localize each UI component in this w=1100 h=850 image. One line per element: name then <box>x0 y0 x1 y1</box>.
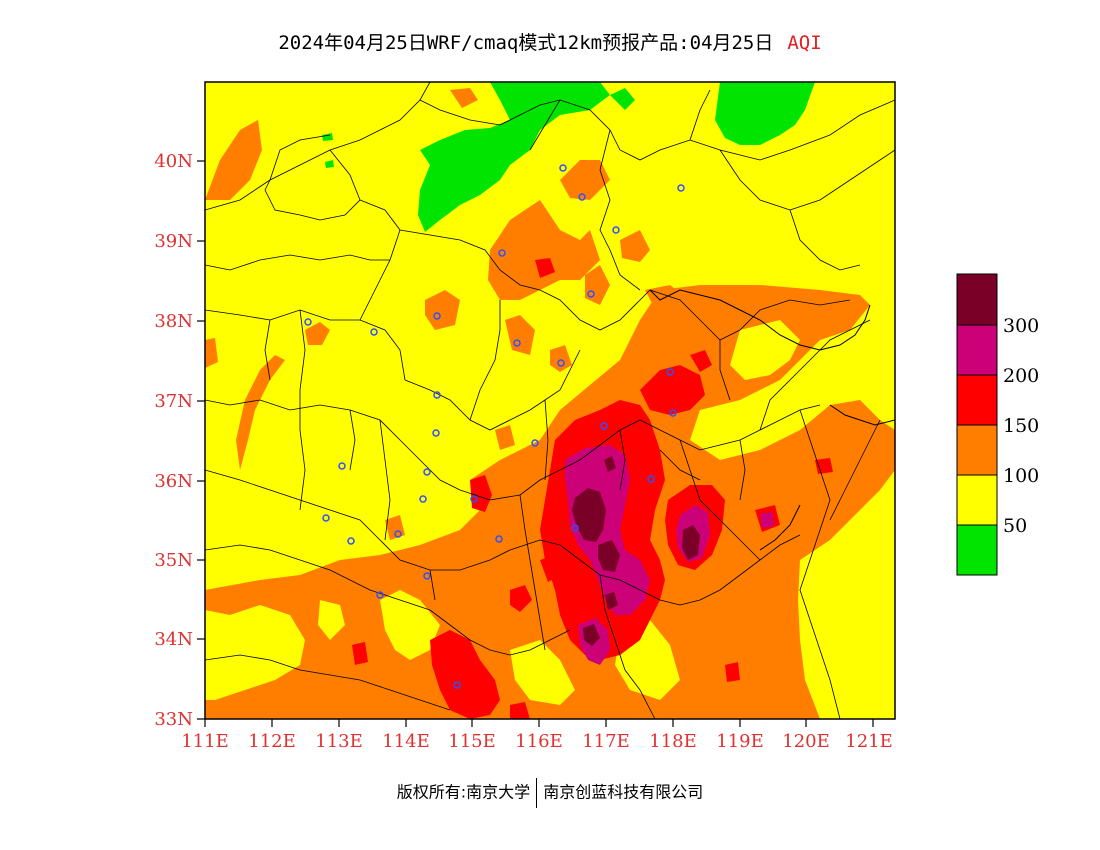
city-marker <box>423 572 431 580</box>
city-marker <box>571 524 579 532</box>
lat-label: 37N <box>154 391 193 412</box>
lon-label: 112E <box>248 731 296 752</box>
latitude-axis: 33N 34N 35N 36N 37N 38N 39N 40N <box>154 151 205 730</box>
city-marker <box>433 391 441 399</box>
legend-label: 200 <box>1003 365 1039 387</box>
city-marker <box>432 429 440 437</box>
city-marker <box>433 312 441 320</box>
city-marker <box>470 495 478 503</box>
lat-label: 39N <box>154 231 193 252</box>
lat-label: 35N <box>154 550 193 571</box>
city-marker <box>513 339 521 347</box>
city-marker <box>304 318 312 326</box>
aqi-level-300-plus-areas <box>572 456 700 646</box>
city-marker <box>557 359 565 367</box>
city-marker <box>453 681 461 689</box>
city-marker <box>498 249 506 257</box>
lat-label: 40N <box>154 151 193 172</box>
lat-label: 38N <box>154 311 193 332</box>
lon-label: 120E <box>782 731 830 752</box>
legend-swatch-50-100 <box>957 475 997 525</box>
city-marker <box>338 462 346 470</box>
city-marker <box>578 193 586 201</box>
lon-label: 115E <box>448 731 496 752</box>
city-marker <box>394 530 402 538</box>
city-marker <box>600 422 608 430</box>
legend-swatch-0-50 <box>957 525 997 575</box>
legend-swatch-300-plus <box>957 274 997 325</box>
city-marker <box>587 290 595 298</box>
lat-label: 33N <box>154 709 193 730</box>
lon-label: 113E <box>315 731 363 752</box>
aqi-legend: 300 200 150 100 50 <box>956 273 1039 576</box>
legend-label: 50 <box>1003 515 1027 537</box>
footer-divider <box>536 778 538 808</box>
city-marker <box>376 591 384 599</box>
city-markers <box>304 164 685 689</box>
map-title-variable: AQI <box>787 32 822 54</box>
lat-label: 34N <box>154 629 193 650</box>
city-marker <box>370 328 378 336</box>
city-marker <box>559 164 567 172</box>
aqi-field <box>205 82 895 719</box>
city-marker <box>423 468 431 476</box>
administrative-boundaries <box>205 82 895 719</box>
aqi-level-0-50-areas <box>322 82 815 232</box>
lat-label: 36N <box>154 471 193 492</box>
city-marker <box>531 439 539 447</box>
city-marker <box>677 184 685 192</box>
city-marker <box>612 226 620 234</box>
longitude-axis: 111E 112E 113E 114E 115E 116E 117E 118E … <box>181 719 893 752</box>
lon-label: 118E <box>649 731 697 752</box>
legend-swatch-100-150 <box>957 425 997 475</box>
lon-label: 117E <box>582 731 630 752</box>
legend-label: 300 <box>1003 315 1039 337</box>
map-title-main: 2024年04月25日WRF/cmaq模式12km预报产品:04月25日 <box>278 32 774 54</box>
city-marker <box>647 475 655 483</box>
lon-label: 116E <box>515 731 563 752</box>
copyright-text: 版权所有:南京大学 <box>396 782 531 802</box>
lon-label: 114E <box>382 731 430 752</box>
lon-label: 119E <box>716 731 764 752</box>
copyright-footer: 版权所有:南京大学 南京创蓝科技有限公司 <box>0 778 1100 808</box>
legend-swatch-150-200 <box>957 375 997 425</box>
legend-label: 150 <box>1003 415 1039 437</box>
company-text: 南京创蓝科技有限公司 <box>543 782 704 802</box>
city-marker <box>347 537 355 545</box>
lon-label: 121E <box>845 731 893 752</box>
city-marker <box>322 514 330 522</box>
lon-label: 111E <box>181 731 229 752</box>
legend-swatch-200-300 <box>957 325 997 375</box>
city-marker <box>495 535 503 543</box>
map-title: 2024年04月25日WRF/cmaq模式12km预报产品:04月25日 AQI <box>0 28 1100 55</box>
city-marker <box>419 495 427 503</box>
city-marker <box>669 409 677 417</box>
coastline <box>649 289 895 551</box>
legend-label: 100 <box>1003 465 1039 487</box>
city-marker <box>666 368 674 376</box>
